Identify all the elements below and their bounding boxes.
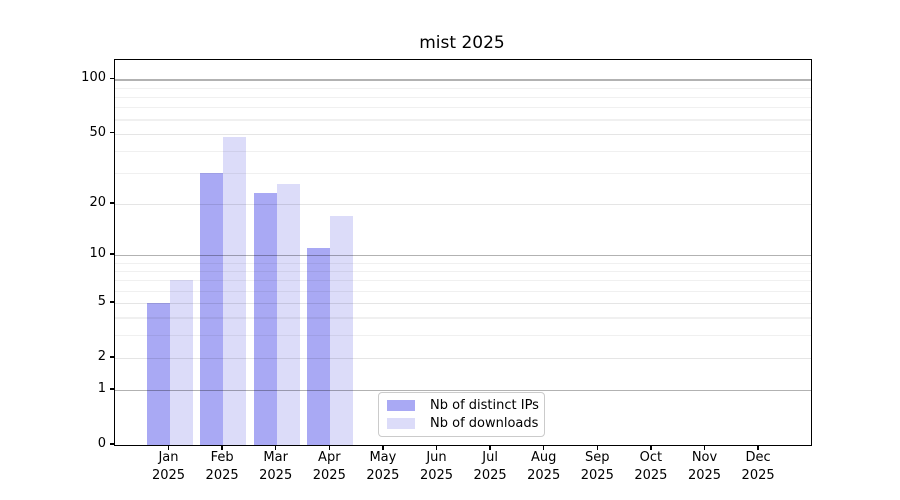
gridline [115,255,811,257]
y-tick-mark [109,77,114,80]
gridline [115,203,811,205]
gridline [115,317,811,319]
bar-distinct-ips [146,303,170,445]
gridline [115,357,811,360]
gridline [115,96,811,99]
gridline [115,303,811,305]
gridline [115,172,811,175]
gridline [115,133,811,135]
x-axis-tick-label: Dec 2025 [741,450,775,483]
gridline [115,280,811,282]
x-tick-mark [757,445,759,450]
x-tick-mark [703,445,706,450]
x-axis-tick-label: Sep 2025 [580,450,614,483]
legend: Nb of distinct IPs Nb of downloads [378,392,545,437]
gridline [115,107,811,109]
gridline [115,335,811,337]
gridline [115,87,811,89]
x-axis-tick-label: Oct 2025 [634,450,668,483]
y-tick-mark [109,131,114,134]
gridline [115,262,811,264]
y-axis-tick-label: 2 [97,348,106,364]
bar-distinct-ips [200,172,224,445]
x-tick-mark [435,445,438,450]
bar-downloads [169,280,193,445]
bar-downloads [223,136,247,445]
y-axis-tick-label: 50 [89,124,106,140]
gridline [115,150,811,152]
legend-swatch [387,418,415,429]
x-tick-mark [596,445,598,450]
legend-label: Nb of downloads [430,416,539,431]
y-tick-mark [109,356,114,358]
legend-item: Nb of distinct IPs [387,398,539,413]
y-axis-tick-label: 100 [81,70,106,86]
y-axis-tick-label: 0 [97,436,106,451]
x-axis-tick-label: Jul 2025 [473,450,507,483]
x-axis-tick-label: Mar 2025 [259,450,293,483]
legend-item: Nb of downloads [387,416,539,431]
bar-distinct-ips [253,193,277,445]
x-axis-tick-label: May 2025 [366,450,400,483]
y-tick-mark [109,253,114,255]
x-axis-tick-label: Jan 2025 [151,450,186,483]
y-tick-mark [109,301,114,303]
x-tick-mark [650,445,652,450]
y-axis-tick-label: 5 [97,294,106,310]
legend-swatch [387,400,415,411]
legend-label: Nb of distinct IPs [430,398,539,413]
x-tick-mark [167,445,170,450]
y-tick-mark [109,443,114,445]
x-axis-tick-label: Feb 2025 [205,450,239,483]
x-axis-tick-label: Nov 2025 [687,450,722,483]
y-axis-tick-label: 1 [97,381,106,397]
gridline [115,119,811,121]
x-axis-tick-label: Apr 2025 [312,450,346,483]
x-tick-mark [328,445,330,450]
x-tick-mark [221,445,223,450]
y-tick-mark [109,388,114,390]
gridline [115,290,811,293]
x-tick-mark [489,445,491,450]
plot-area [114,59,812,446]
gridline [115,79,811,81]
x-tick-mark [382,445,384,450]
bar-downloads [276,183,300,445]
x-axis-tick-label: Aug 2025 [527,450,561,483]
bar-downloads [330,216,354,445]
x-axis-tick-label: Jun 2025 [419,450,454,483]
gridline [115,270,811,273]
chart-title: mist 2025 [419,33,505,53]
x-tick-mark [543,445,545,450]
y-axis-tick-label: 10 [89,246,106,262]
bar-distinct-ips [307,248,331,445]
y-tick-mark [109,202,114,204]
y-axis-tick-label: 20 [89,194,106,210]
x-tick-mark [275,445,277,450]
gridline [115,390,811,392]
